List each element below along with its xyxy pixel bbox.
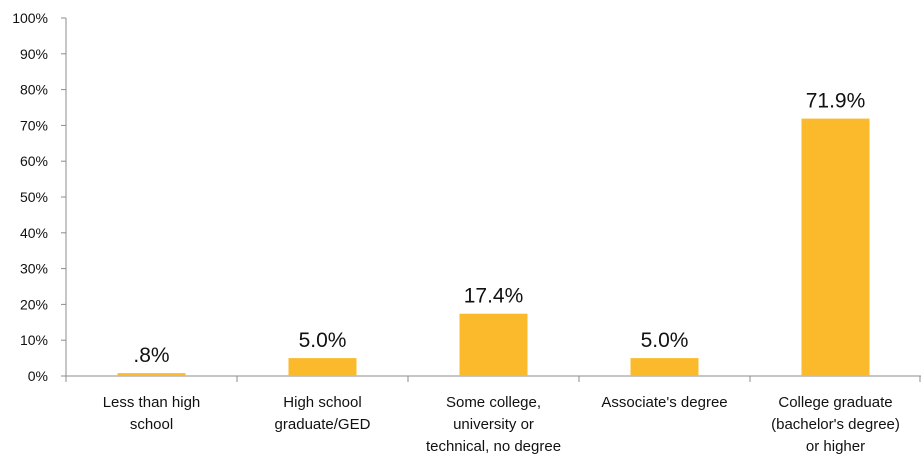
category-labels: Less than high school High school graduate/… <box>103 394 900 455</box>
bar <box>117 373 186 376</box>
x-category-label-line: technical, no degree <box>426 438 561 455</box>
y-tick-label: 80% <box>20 82 48 98</box>
y-tick-label: 40% <box>20 225 48 241</box>
y-tick-label: 20% <box>20 296 48 312</box>
x-category-label-line: Associate's degree <box>601 394 727 411</box>
y-tick-label: 0% <box>28 368 48 384</box>
data-label: 17.4% <box>464 285 524 308</box>
x-category-label-line: High school <box>283 394 361 411</box>
data-label: 5.0% <box>299 329 347 352</box>
y-axis: 0% 10% 20% 30% 40% 50% 60% 70% 80% 90% 100% <box>12 10 67 384</box>
x-axis <box>65 375 921 382</box>
bars <box>117 118 870 377</box>
y-tick-label: 60% <box>20 153 48 169</box>
x-category-label-line: graduate/GED <box>275 416 371 433</box>
data-label: .8% <box>133 344 169 367</box>
data-label: 5.0% <box>641 329 689 352</box>
y-tick-label: 30% <box>20 261 48 277</box>
x-category-label-line: Less than high <box>103 394 201 411</box>
data-labels: .8% 5.0% 17.4% 5.0% 71.9% <box>133 90 865 368</box>
x-category-label: High school graduate/GED <box>275 394 371 433</box>
y-tick-label: 70% <box>20 117 48 133</box>
x-category-label-line: Some college, <box>446 394 541 411</box>
x-category-label: Associate's degree <box>601 394 727 411</box>
bar <box>459 313 528 376</box>
y-tick-label: 100% <box>12 10 48 26</box>
x-category-label-line: or higher <box>806 438 865 455</box>
x-category-label-line: (bachelor's degree) <box>771 416 900 433</box>
bar <box>801 118 870 377</box>
x-category-label-line: College graduate <box>778 394 892 411</box>
bar <box>630 358 699 376</box>
x-category-label: Less than high school <box>103 394 201 433</box>
y-tick-label: 10% <box>20 332 48 348</box>
x-category-label-line: school <box>130 416 173 433</box>
x-category-label: College graduate (bachelor's degree) or hi… <box>771 394 900 455</box>
bar <box>288 358 357 376</box>
y-tick-label: 50% <box>20 189 48 205</box>
x-category-label-line: university or <box>453 416 534 433</box>
y-tick-label: 90% <box>20 46 48 62</box>
data-label: 71.9% <box>806 90 866 113</box>
x-category-label: Some college, university or technical, no … <box>426 394 561 455</box>
